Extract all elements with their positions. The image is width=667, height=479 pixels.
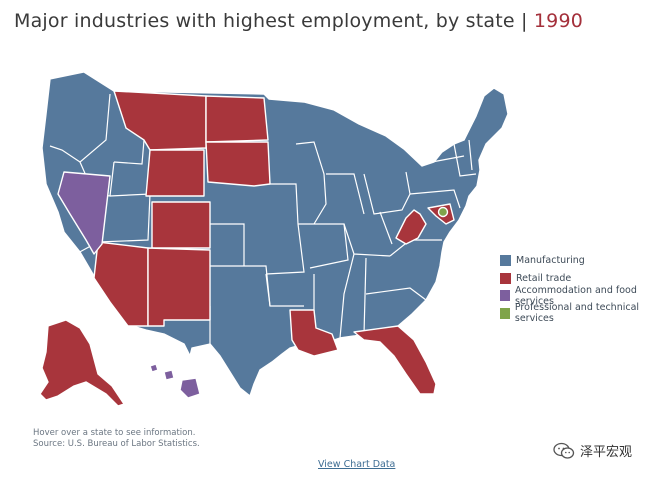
- watermark: 泽平宏观: [553, 441, 632, 460]
- state-arizona[interactable]: [93, 241, 149, 327]
- footnote: Hover over a state to see information. S…: [33, 428, 200, 450]
- state-hawaii[interactable]: [149, 363, 201, 399]
- title-separator: |: [521, 10, 528, 32]
- source-note: Source: U.S. Bureau of Labor Statistics.: [33, 439, 200, 449]
- legend-item-professional: Professional and technical services: [500, 302, 664, 325]
- title-year: 1990: [533, 10, 584, 32]
- state-south-dakota[interactable]: [205, 141, 271, 187]
- title-text: Major industries with highest employment…: [14, 10, 515, 32]
- state-florida[interactable]: [353, 325, 437, 395]
- state-wyoming[interactable]: [145, 149, 205, 197]
- legend-label: Professional and technical services: [514, 302, 640, 325]
- watermark-text: 泽平宏观: [580, 445, 633, 460]
- legend-swatch: [500, 290, 510, 302]
- state-alaska[interactable]: [39, 319, 125, 407]
- legend-item-accommodation: Accommodation and food services: [500, 284, 664, 307]
- state-new-mexico[interactable]: [147, 247, 211, 327]
- wechat-icon: [553, 442, 575, 459]
- us-map: [39, 71, 509, 407]
- map-panel: Manufacturing Retail trade Accommodation…: [14, 44, 664, 474]
- state-colorado[interactable]: [151, 201, 211, 249]
- state-louisiana[interactable]: [289, 309, 339, 357]
- legend-swatch: [500, 255, 511, 267]
- legend-item-manufacturing: Manufacturing: [500, 252, 664, 270]
- hover-hint: Hover over a state to see information.: [33, 428, 196, 438]
- legend-label: Manufacturing: [516, 255, 585, 267]
- legend-swatch: [500, 307, 510, 319]
- legend-swatch: [500, 272, 511, 284]
- state-nevada[interactable]: [57, 171, 111, 255]
- map-legend: Manufacturing Retail trade Accommodation…: [500, 252, 664, 325]
- legend-label: Accommodation and food services: [515, 284, 637, 307]
- view-chart-data-link[interactable]: View Chart Data: [318, 459, 396, 470]
- state-north-dakota[interactable]: [205, 95, 269, 143]
- state-west-virginia[interactable]: [395, 209, 427, 245]
- legend-item-retail-trade: Retail trade: [500, 270, 664, 288]
- continental-us-base[interactable]: [41, 71, 509, 397]
- legend-label: Retail trade: [516, 272, 572, 284]
- state-dc[interactable]: [437, 206, 449, 218]
- page-title: Major industries with highest employment…: [14, 10, 583, 32]
